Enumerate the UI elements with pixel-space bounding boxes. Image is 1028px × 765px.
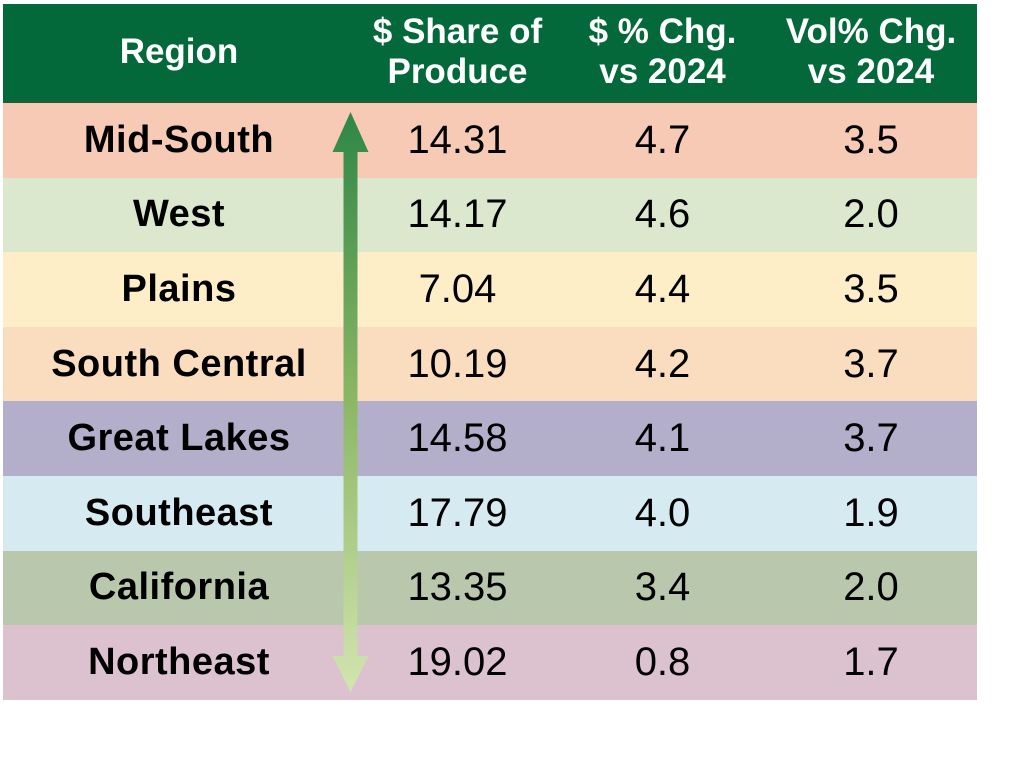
dollar-chg-cell: 4.4: [634, 266, 691, 311]
table-row-mid-south: Mid-South 14.31 4.7 3.5: [3, 103, 977, 178]
region-cell: Mid-South: [83, 118, 275, 161]
header-cell-region: Region: [3, 4, 355, 100]
region-cell: Northeast: [88, 640, 270, 683]
region-cell: West: [132, 193, 226, 236]
share-cell: 19.02: [407, 639, 508, 684]
table-header-row: Region $ Share of Produce $ % Chg. vs 20…: [3, 4, 977, 103]
dollar-chg-cell: 4.6: [634, 192, 691, 237]
vol-chg-cell: 3.5: [843, 266, 899, 311]
share-cell: 14.31: [407, 117, 508, 162]
vol-chg-cell: 2.0: [843, 192, 899, 237]
table-row-south-central: South Central 10.19 4.2 3.7: [3, 326, 977, 402]
header-cell-dollar-chg: $ % Chg. vs 2024: [560, 4, 765, 100]
header-vol-chg-line1: Vol% Chg.: [785, 12, 957, 51]
region-cell: Plains: [121, 267, 237, 310]
table-row-great-lakes: Great Lakes 14.58 4.1 3.7: [3, 401, 977, 476]
share-cell: 17.79: [407, 490, 508, 535]
header-cell-vol-chg: Vol% Chg. vs 2024: [765, 4, 977, 100]
table-row-northeast: Northeast 19.02 0.8 1.7: [3, 625, 977, 700]
dollar-chg-cell: 4.1: [634, 416, 691, 461]
table-row-california: California 13.35 3.4 2.0: [3, 550, 977, 626]
header-share-line1: $ Share of: [372, 12, 543, 51]
header-dollar-chg-line1: $ % Chg.: [588, 12, 737, 51]
share-cell: 14.58: [407, 416, 508, 461]
share-cell: 14.17: [407, 192, 508, 237]
dollar-chg-cell: 4.2: [634, 341, 691, 386]
header-region-line1: Region: [119, 32, 239, 71]
table-row-plains: Plains 7.04 4.4 3.5: [3, 252, 977, 327]
header-dollar-chg-line2: vs 2024: [599, 52, 726, 91]
dollar-chg-cell: 0.8: [634, 639, 691, 684]
vol-chg-cell: 3.7: [843, 341, 899, 386]
header-share-line2: Produce: [387, 52, 528, 91]
share-cell: 10.19: [407, 341, 508, 386]
region-cell: Great Lakes: [67, 417, 291, 460]
vol-chg-cell: 1.9: [843, 490, 899, 535]
region-cell: California: [88, 566, 270, 609]
share-cell: 7.04: [418, 266, 497, 311]
dollar-chg-cell: 3.4: [634, 565, 691, 610]
vol-chg-cell: 3.7: [843, 416, 899, 461]
region-cell: South Central: [51, 342, 307, 385]
table-row-west: West 14.17 4.6 2.0: [3, 177, 977, 253]
region-cell: Southeast: [84, 491, 274, 534]
share-cell: 13.35: [407, 565, 508, 610]
dollar-chg-cell: 4.0: [634, 490, 691, 535]
dollar-chg-cell: 4.7: [634, 117, 691, 162]
header-cell-share: $ Share of Produce: [355, 4, 560, 100]
region-performance-table: Region $ Share of Produce $ % Chg. vs 20…: [3, 4, 977, 700]
header-vol-chg-line2: vs 2024: [807, 52, 935, 91]
vol-chg-cell: 1.7: [843, 639, 899, 684]
vol-chg-cell: 2.0: [843, 565, 899, 610]
vol-chg-cell: 3.5: [843, 117, 899, 162]
table-row-southeast: Southeast 17.79 4.0 1.9: [3, 475, 977, 551]
